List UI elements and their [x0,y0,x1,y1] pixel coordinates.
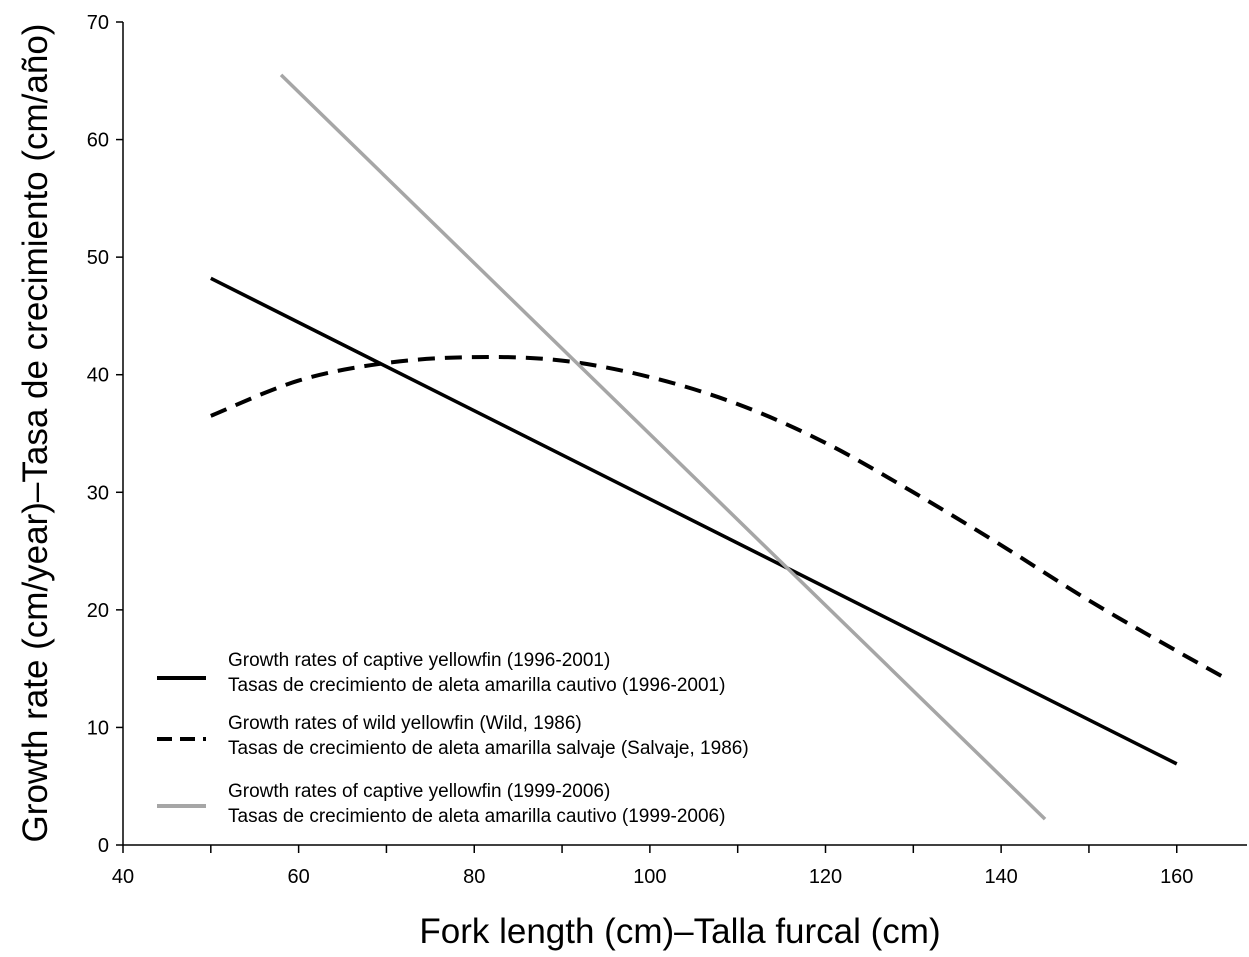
y-axis-title: Growth rate (cm/year)–Tasa de crecimient… [16,24,55,843]
legend-label-es-2: Tasas de crecimiento de aleta amarilla s… [228,738,749,759]
y-tick-label: 60 [87,130,109,152]
legend: Growth rates of captive yellowfin (1996-… [157,650,749,827]
y-tick-label: 40 [87,365,109,387]
series-line-2 [210,354,1231,683]
x-tick-label: 60 [288,866,310,888]
series-line-1 [210,276,1178,766]
axis-ticks: 0 10 20 30 40 50 60 70 40 60 80 100 120 140 160 [87,12,1194,888]
legend-label-es-3: Tasas de crecimiento de aleta amarilla c… [228,806,725,827]
x-tick-label: 140 [984,866,1017,888]
y-tick-label: 50 [87,247,109,269]
x-tick-label: 160 [1160,866,1193,888]
x-tick-label: 40 [112,866,134,888]
series-line-3 [279,73,1047,821]
y-tick-label: 20 [87,600,109,622]
plot-frame [122,22,1247,846]
series-group [210,73,1231,821]
legend-label-3: Growth rates of captive yellowfin (1999-… [228,781,610,802]
y-tick-label: 10 [87,717,109,739]
x-axis-title: Fork length (cm)–Talla furcal (cm) [419,912,940,951]
x-tick-label: 120 [809,866,842,888]
x-tick-label: 100 [633,866,666,888]
y-tick-label: 70 [87,12,109,34]
legend-label-1: Growth rates of captive yellowfin (1996-… [228,650,610,671]
x-tick-label: 80 [463,866,485,888]
y-tick-label: 30 [87,482,109,504]
legend-label-es-1: Tasas de crecimiento de aleta amarilla c… [228,675,725,696]
y-tick-label: 0 [98,835,109,857]
legend-label-2: Growth rates of wild yellowfin (Wild, 19… [228,713,582,734]
